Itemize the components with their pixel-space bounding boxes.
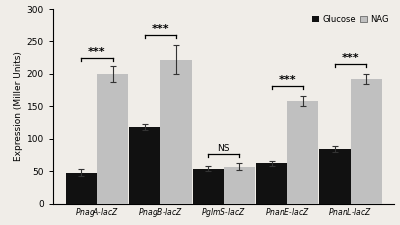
Text: ***: *** bbox=[278, 75, 296, 85]
Bar bbox=[319, 149, 350, 204]
Bar bbox=[160, 60, 192, 204]
Bar bbox=[350, 79, 382, 204]
Bar bbox=[192, 169, 224, 204]
Text: ***: *** bbox=[152, 24, 169, 34]
Text: NS: NS bbox=[218, 144, 230, 153]
Y-axis label: Expression (Miller Units): Expression (Miller Units) bbox=[14, 52, 22, 161]
Bar bbox=[287, 101, 318, 204]
Bar bbox=[129, 127, 160, 204]
Bar bbox=[66, 173, 97, 204]
Bar bbox=[256, 163, 287, 204]
Text: ***: *** bbox=[88, 47, 106, 57]
Text: ***: *** bbox=[342, 53, 359, 63]
Legend: Glucose, NAG: Glucose, NAG bbox=[311, 13, 390, 26]
Bar bbox=[97, 74, 128, 204]
Bar bbox=[224, 167, 255, 204]
